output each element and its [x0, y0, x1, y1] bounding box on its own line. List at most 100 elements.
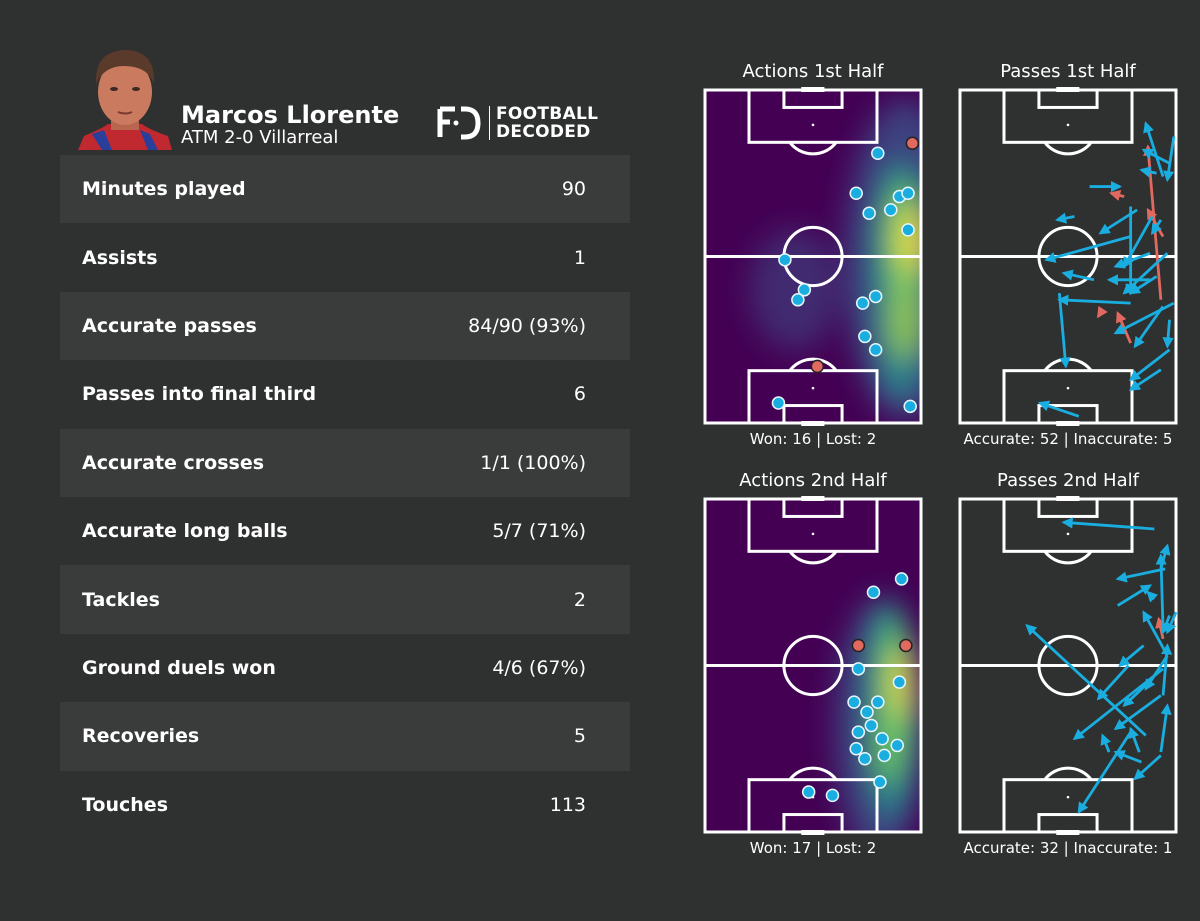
action-won-point — [858, 329, 872, 344]
pass-accurate-arrow — [1115, 567, 1166, 583]
action-won-point — [894, 572, 909, 586]
stat-value: 2 — [573, 588, 586, 611]
pass-accurate-arrow — [1133, 305, 1165, 349]
centre-circle — [782, 634, 844, 697]
pass-accurate-arrow — [1113, 750, 1142, 764]
pass-accurate-arrow — [1116, 584, 1152, 607]
stat-value: 1 — [573, 246, 586, 269]
action-won-point — [855, 296, 870, 310]
goal-top — [801, 496, 825, 501]
penalty-spot-top — [1066, 123, 1070, 127]
action-won-point — [862, 206, 876, 220]
six-yard-box-top — [1037, 497, 1099, 518]
pass-accurate-arrow — [1141, 148, 1171, 165]
stat-label: Touches — [82, 793, 169, 816]
action-lost-point — [810, 359, 825, 374]
action-won-point — [801, 785, 816, 799]
caption-actions-1st-half: Won: 16 | Lost: 2 — [749, 430, 877, 448]
chart-title-actions-2nd-half: Actions 2nd Half — [739, 470, 887, 491]
penalty-arc-bottom — [788, 357, 838, 372]
action-won-point — [858, 751, 872, 766]
pass-accurate-arrow — [1037, 400, 1080, 418]
action-won-point — [778, 253, 792, 267]
pass-accurate-arrow — [1128, 368, 1162, 391]
action-won-point — [847, 695, 861, 709]
stat-row: Ground duels won 4/6 (67%) — [60, 634, 630, 702]
stat-row: Tackles 2 — [60, 565, 630, 634]
caption-passes-2nd-half: Accurate: 32 | Inaccurate: 1 — [963, 839, 1173, 857]
caption-passes-1st-half: Accurate: 52 | Inaccurate: 5 — [963, 430, 1173, 448]
stat-value: 5/7 (71%) — [492, 520, 586, 543]
stat-row: Accurate passes 84/90 (93%) — [60, 291, 630, 361]
action-won-point — [868, 289, 883, 304]
stat-label: Ground duels won — [82, 656, 276, 679]
pass-accurate-arrow — [1161, 643, 1173, 696]
penalty-spot-bottom — [1066, 795, 1070, 799]
pass-accurate-arrow — [1163, 136, 1176, 183]
caption-actions-2nd-half: Won: 17 | Lost: 2 — [749, 839, 877, 857]
stat-value: 113 — [549, 793, 586, 816]
penalty-arc-top — [1043, 141, 1093, 156]
action-won-point — [877, 748, 892, 763]
pass-accurate-arrow — [1057, 293, 1071, 369]
action-won-point — [903, 399, 917, 414]
pass-accurate-arrow — [1162, 319, 1174, 349]
stat-value: 1/1 (100%) — [480, 451, 586, 474]
penalty-box-top — [1002, 88, 1134, 144]
stat-value: 4/6 (67%) — [492, 656, 586, 679]
six-yard-box-bottom — [1037, 404, 1099, 425]
penalty-arc-top — [788, 141, 838, 156]
centre-circle — [1037, 225, 1099, 288]
pass-accurate-arrow — [1128, 348, 1171, 382]
logo-divider — [489, 106, 490, 140]
pass-accurate-arrow — [1128, 275, 1158, 295]
pitch-passes-2nd-half — [958, 496, 1178, 835]
stat-row: Touches 113 — [60, 771, 630, 839]
action-won-point — [849, 742, 863, 756]
penalty-box-bottom — [1002, 778, 1134, 834]
action-won-point — [875, 732, 889, 746]
goal-top — [1056, 496, 1080, 501]
centre-circle — [1037, 634, 1099, 697]
logo-text-line2: DECODED — [496, 122, 591, 142]
chart-title-passes-2nd-half: Passes 2nd Half — [997, 470, 1139, 491]
goal-bottom — [801, 421, 825, 426]
pass-accurate-arrow — [1113, 301, 1175, 335]
action-won-point — [901, 186, 915, 200]
heatmap — [750, 100, 921, 420]
penalty-spot-top — [811, 123, 815, 127]
chart-title-actions-1st-half: Actions 1st Half — [742, 61, 884, 82]
pass-accurate-arrow — [1139, 166, 1157, 178]
stat-label: Minutes played — [82, 178, 246, 201]
penalty-spot-bottom — [1066, 386, 1070, 390]
logo-text: FOOTBALL DECODED — [496, 105, 598, 141]
action-won-point — [892, 675, 907, 689]
pass-accurate-arrow — [1044, 235, 1132, 263]
action-won-point — [851, 662, 866, 676]
pass-accurate-arrow — [1025, 624, 1147, 737]
pitch-passes-1st-half — [958, 87, 1178, 426]
stat-row: Assists 1 — [60, 223, 630, 291]
action-won-point — [873, 775, 887, 789]
penalty-spot-bottom — [811, 386, 815, 390]
action-won-point — [884, 203, 898, 217]
action-won-point — [849, 186, 863, 200]
pass-accurate-arrow — [1165, 611, 1178, 635]
stat-value: 90 — [561, 178, 586, 201]
pass-accurate-arrow — [1077, 731, 1132, 814]
pass-accurate-arrow — [1128, 726, 1141, 753]
pass-accurate-arrow — [1061, 269, 1095, 282]
action-won-point — [864, 718, 879, 733]
goal-top — [1056, 87, 1080, 92]
action-won-point — [866, 585, 881, 599]
pass-accurate-arrow — [1133, 754, 1162, 781]
action-won-point — [825, 788, 840, 803]
chart-title-passes-1st-half: Passes 1st Half — [1000, 61, 1136, 82]
action-won-point — [791, 293, 805, 307]
stat-value: 84/90 (93%) — [468, 314, 586, 337]
pass-inaccurate-arrow — [1109, 190, 1125, 201]
goal-bottom — [801, 830, 825, 835]
pass-inaccurate-arrow — [1155, 616, 1167, 640]
stat-label: Accurate long balls — [82, 520, 288, 543]
stat-row: Accurate crosses 1/1 (100%) — [60, 428, 630, 497]
